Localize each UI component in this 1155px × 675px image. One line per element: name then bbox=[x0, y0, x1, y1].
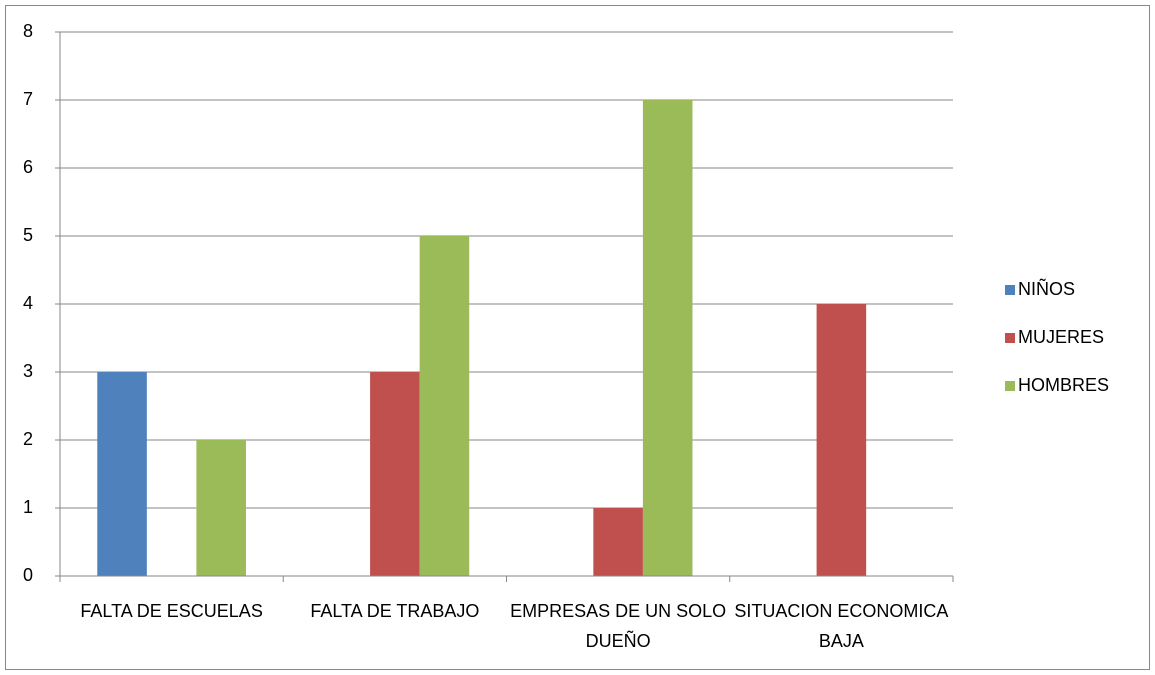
bar bbox=[593, 508, 643, 576]
x-tick-label: FALTA DE TRABAJO bbox=[310, 601, 480, 621]
y-tick-label: 5 bbox=[23, 225, 33, 245]
bar bbox=[642, 100, 693, 576]
y-tick-label: 2 bbox=[23, 429, 33, 449]
bar bbox=[419, 236, 470, 576]
y-tick-label: 0 bbox=[23, 565, 33, 585]
bar bbox=[196, 440, 246, 576]
legend-swatch bbox=[1005, 333, 1015, 343]
y-tick-label: 1 bbox=[23, 497, 33, 517]
y-tick-label: 8 bbox=[23, 21, 33, 41]
legend-label: MUJERES bbox=[1018, 327, 1104, 347]
bar bbox=[97, 372, 147, 576]
y-tick-label: 6 bbox=[23, 157, 33, 177]
x-tick-label: SITUACION ECONOMICA BAJA bbox=[734, 601, 949, 651]
x-tick-label: FALTA DE ESCUELAS bbox=[80, 601, 263, 621]
chart-border bbox=[5, 5, 1150, 670]
y-tick-label: 4 bbox=[23, 293, 33, 313]
y-tick-label: 3 bbox=[23, 361, 33, 381]
legend-swatch bbox=[1005, 285, 1015, 295]
legend-label: HOMBRES bbox=[1018, 375, 1109, 395]
legend-label: NIÑOS bbox=[1018, 278, 1075, 299]
bar bbox=[816, 304, 867, 576]
x-tick-label: EMPRESAS DE UN SOLO DUEÑO bbox=[510, 601, 727, 651]
bar bbox=[370, 372, 420, 576]
y-tick-label: 7 bbox=[23, 89, 33, 109]
legend-swatch bbox=[1005, 381, 1015, 391]
